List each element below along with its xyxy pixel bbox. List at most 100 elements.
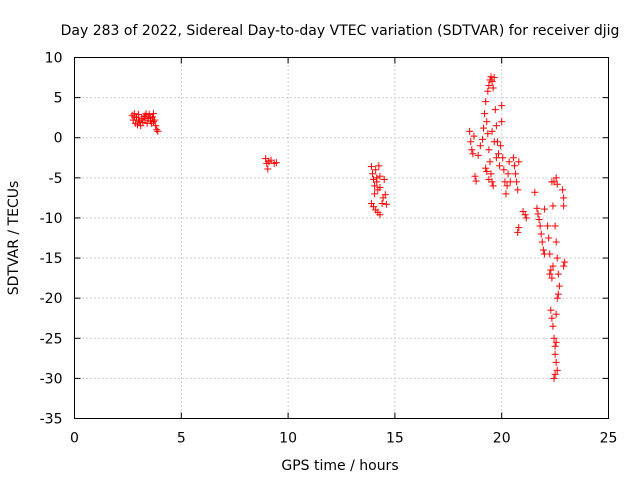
data-point (514, 228, 522, 236)
data-point (552, 358, 560, 366)
data-point (471, 172, 479, 180)
data-point (559, 186, 567, 194)
data-point (552, 310, 560, 318)
data-point (540, 205, 548, 213)
data-point (537, 230, 545, 238)
data-point (551, 350, 559, 358)
data-point (153, 126, 161, 134)
y-tick-label: -20 (40, 291, 63, 307)
y-tick-label: -5 (49, 171, 63, 187)
data-point (376, 183, 384, 191)
data-point (546, 270, 554, 278)
data-point (262, 155, 270, 163)
data-point (515, 224, 523, 232)
data-point (505, 158, 513, 166)
data-point (515, 158, 523, 166)
y-tick-label: 0 (54, 131, 63, 147)
data-point (553, 180, 561, 188)
data-point (478, 135, 486, 143)
data-point (484, 130, 492, 138)
data-point (549, 202, 557, 210)
data-point (546, 250, 554, 258)
data-point (555, 282, 563, 290)
data-point (485, 175, 493, 183)
data-point (500, 166, 508, 174)
data-point (511, 162, 519, 170)
data-point (506, 178, 514, 186)
data-point (491, 106, 499, 114)
data-point (552, 338, 560, 346)
y-tick-label: -15 (40, 251, 63, 267)
data-point (472, 177, 480, 185)
x-tick-label: 25 (600, 431, 618, 447)
data-point (544, 222, 552, 230)
data-point (548, 178, 556, 186)
data-point (496, 162, 504, 170)
data-point (146, 114, 154, 122)
x-tick-label: 0 (70, 431, 79, 447)
data-point (481, 110, 489, 118)
data-point (504, 170, 512, 178)
data-point (551, 222, 559, 230)
data-point (521, 211, 529, 219)
data-point (378, 200, 386, 208)
data-point (514, 186, 522, 194)
data-point (368, 170, 376, 178)
data-point (376, 211, 384, 219)
data-point (150, 118, 158, 126)
data-point (534, 210, 542, 218)
data-point (376, 172, 384, 180)
data-point (371, 190, 379, 198)
data-point (502, 190, 510, 198)
x-tick-label: 20 (493, 431, 511, 447)
data-point (503, 182, 511, 190)
data-point (512, 170, 520, 178)
y-axis-title: SDTVAR / TECUs (6, 181, 22, 296)
data-point (551, 370, 559, 378)
data-point (474, 151, 482, 159)
data-point (382, 200, 390, 208)
x-tick-label: 10 (279, 431, 297, 447)
x-tick-label: 5 (177, 431, 186, 447)
x-axis: 0 5 10 15 20 25 (70, 57, 618, 447)
data-point (466, 127, 474, 135)
data-point (536, 222, 544, 230)
data-point (498, 102, 506, 110)
data-point (488, 78, 496, 86)
data-point (547, 266, 555, 274)
y-tick-label: 10 (45, 51, 63, 67)
data-point (375, 162, 383, 170)
data-point (554, 290, 562, 298)
data-point (531, 188, 539, 196)
data-point (513, 178, 521, 186)
data-point (483, 118, 491, 126)
data-series (128, 73, 569, 382)
data-point (509, 154, 517, 162)
data-point (486, 158, 494, 166)
data-point (480, 124, 488, 132)
data-point (373, 174, 381, 182)
data-point (490, 138, 498, 146)
data-point (549, 322, 557, 330)
data-point (550, 334, 558, 342)
data-point (545, 234, 553, 242)
data-point (560, 194, 568, 202)
data-point (488, 127, 496, 135)
data-point (152, 122, 160, 130)
data-point (487, 73, 495, 81)
chart-title: Day 283 of 2022, Sidereal Day-to-day VTE… (61, 23, 620, 39)
data-point (490, 74, 498, 82)
data-point (489, 182, 497, 190)
data-point (470, 132, 478, 140)
data-point (550, 374, 558, 382)
y-tick-label: 5 (54, 91, 63, 107)
data-point (151, 116, 159, 124)
data-point (380, 175, 388, 183)
data-point (487, 170, 495, 178)
data-point (381, 191, 389, 199)
data-point (469, 150, 477, 158)
data-point (552, 238, 560, 246)
y-tick-label: -10 (40, 211, 63, 227)
data-point (483, 167, 491, 175)
data-point (467, 138, 475, 146)
